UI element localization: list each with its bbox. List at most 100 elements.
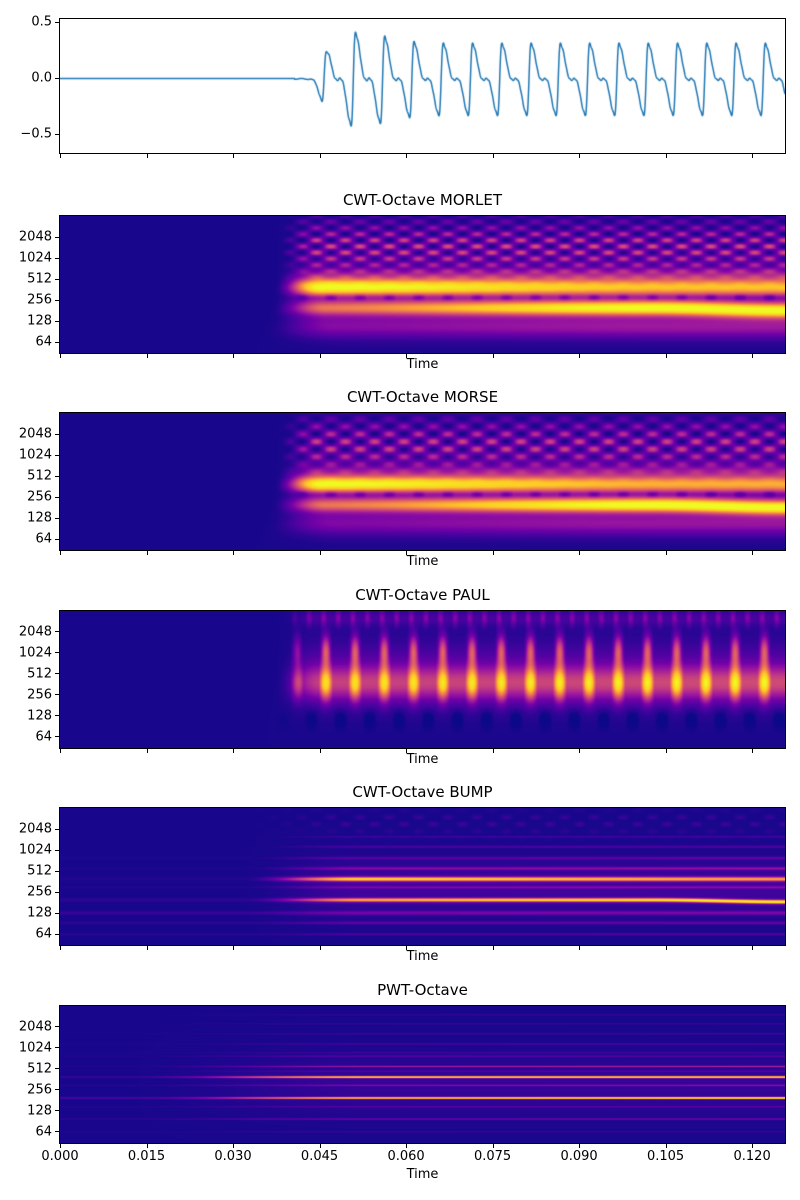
ytick-label: 64 (35, 926, 52, 942)
tick-mark (492, 354, 494, 358)
pwt-axes (59, 1004, 786, 1144)
tick-mark (146, 1143, 148, 1148)
ytick-label: 256 (27, 489, 52, 505)
tick-mark (55, 1026, 59, 1028)
bump-xlabel: Time (406, 949, 439, 964)
tick-mark (55, 694, 59, 696)
tick-mark (55, 21, 59, 23)
tick-mark (55, 631, 59, 633)
xtick-label: 0.120 (733, 1148, 771, 1164)
xtick-label: 0.000 (41, 1148, 79, 1164)
tick-mark (319, 1143, 321, 1148)
ytick-label: 64 (35, 729, 52, 745)
ytick-label: 128 (27, 1103, 52, 1119)
bump-heatmap-canvas (60, 808, 785, 945)
morlet-axes (59, 215, 786, 354)
ytick-label: 2048 (18, 426, 52, 442)
ytick-label: 1024 (18, 447, 52, 463)
tick-mark (406, 354, 408, 358)
xtick-label: 0.075 (473, 1148, 512, 1164)
tick-mark (55, 912, 59, 914)
tick-mark (55, 1089, 59, 1091)
tick-mark (579, 1143, 581, 1148)
xtick-label: 0.090 (560, 1148, 598, 1164)
tick-mark (579, 551, 581, 555)
paul-axes (59, 609, 786, 749)
pwt-heatmap-canvas (60, 1005, 785, 1143)
tick-mark (60, 354, 61, 358)
tick-mark (55, 299, 59, 301)
ytick-label: 0.5 (31, 14, 52, 30)
ytick-label: 1024 (18, 842, 52, 858)
tick-mark (55, 278, 59, 280)
tick-mark (752, 1143, 754, 1148)
tick-mark (55, 133, 59, 135)
ytick-label: 2048 (18, 1019, 52, 1035)
ytick-label: 512 (27, 863, 52, 879)
ytick-label: 256 (27, 1082, 52, 1098)
tick-mark (233, 748, 235, 753)
ytick-label: 64 (35, 531, 52, 547)
tick-mark (55, 77, 59, 79)
ytick-label: 64 (35, 334, 52, 350)
tick-mark (55, 475, 59, 477)
tick-mark (55, 517, 59, 519)
tick-mark (55, 736, 59, 738)
pwt-xlabel: Time (406, 1166, 439, 1182)
tick-mark (406, 946, 408, 950)
morlet-xlabel: Time (406, 357, 439, 372)
tick-mark (492, 154, 494, 158)
tick-mark (579, 946, 581, 950)
tick-mark (752, 354, 754, 358)
morse-axes (59, 412, 786, 551)
tick-mark (665, 354, 667, 358)
ytick-label: 512 (27, 468, 52, 484)
waveform-axes (59, 18, 786, 154)
morlet-heatmap-canvas (60, 216, 785, 353)
tick-mark (55, 1131, 59, 1133)
tick-mark (665, 154, 667, 158)
tick-mark (55, 673, 59, 675)
tick-mark (752, 946, 754, 950)
tick-mark (233, 946, 235, 950)
tick-mark (665, 748, 667, 753)
tick-mark (60, 1143, 61, 1148)
ytick-label: 256 (27, 292, 52, 308)
morlet-title: CWT-Octave MORLET (342, 191, 503, 209)
paul-xlabel: Time (406, 751, 439, 767)
morse-heatmap-canvas (60, 413, 785, 550)
tick-mark (752, 748, 754, 753)
tick-mark (55, 236, 59, 238)
ytick-label: 128 (27, 510, 52, 526)
ytick-label: 64 (35, 1124, 52, 1140)
tick-mark (665, 946, 667, 950)
tick-mark (665, 1143, 667, 1148)
tick-mark (233, 154, 235, 158)
tick-mark (319, 154, 321, 158)
ytick-label: 512 (27, 271, 52, 287)
tick-mark (55, 320, 59, 322)
ytick-label: 0.0 (31, 70, 52, 86)
ytick-label: 512 (27, 666, 52, 682)
xtick-label: 0.060 (387, 1148, 425, 1164)
ytick-label: 2048 (18, 624, 52, 640)
tick-mark (55, 341, 59, 343)
tick-mark (146, 551, 148, 555)
tick-mark (146, 154, 148, 158)
tick-mark (752, 154, 754, 158)
xtick-label: 0.030 (214, 1148, 252, 1164)
pwt-title: PWT-Octave (377, 980, 468, 999)
ytick-label: 256 (27, 884, 52, 900)
tick-mark (579, 154, 581, 158)
xtick-label: 0.105 (646, 1148, 685, 1164)
paul-heatmap-canvas (60, 610, 785, 748)
tick-mark (55, 891, 59, 893)
tick-mark (233, 354, 235, 358)
tick-mark (146, 946, 148, 950)
tick-mark (55, 433, 59, 435)
tick-mark (60, 154, 61, 158)
tick-mark (55, 257, 59, 259)
ytick-label: 256 (27, 687, 52, 703)
tick-mark (752, 551, 754, 555)
tick-mark (579, 354, 581, 358)
